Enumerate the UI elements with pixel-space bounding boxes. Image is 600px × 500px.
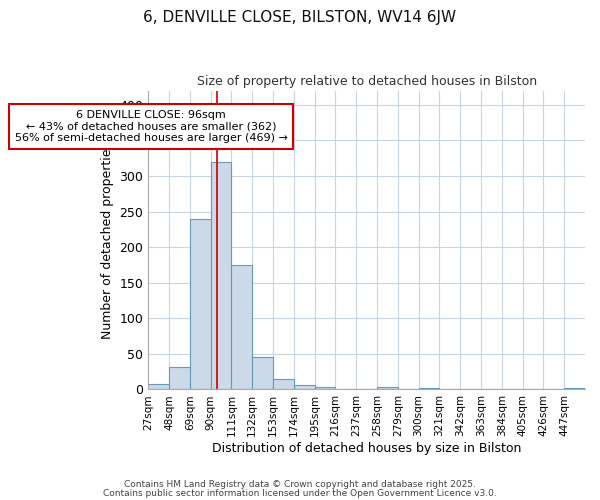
Bar — [273, 379, 294, 390]
Text: 6, DENVILLE CLOSE, BILSTON, WV14 6JW: 6, DENVILLE CLOSE, BILSTON, WV14 6JW — [143, 10, 457, 25]
Bar — [377, 386, 398, 390]
Bar — [294, 385, 314, 390]
Y-axis label: Number of detached properties: Number of detached properties — [101, 142, 114, 338]
Text: Contains HM Land Registry data © Crown copyright and database right 2025.: Contains HM Land Registry data © Crown c… — [124, 480, 476, 489]
Bar — [232, 265, 252, 390]
Bar — [314, 386, 335, 390]
Bar — [190, 218, 211, 390]
Title: Size of property relative to detached houses in Bilston: Size of property relative to detached ho… — [197, 75, 536, 88]
Bar — [564, 388, 585, 390]
Bar — [419, 388, 439, 390]
Bar — [169, 366, 190, 390]
Bar — [148, 384, 169, 390]
X-axis label: Distribution of detached houses by size in Bilston: Distribution of detached houses by size … — [212, 442, 521, 455]
Text: 6 DENVILLE CLOSE: 96sqm
← 43% of detached houses are smaller (362)
56% of semi-d: 6 DENVILLE CLOSE: 96sqm ← 43% of detache… — [15, 110, 287, 143]
Bar — [211, 162, 232, 390]
Bar — [252, 356, 273, 390]
Text: Contains public sector information licensed under the Open Government Licence v3: Contains public sector information licen… — [103, 488, 497, 498]
